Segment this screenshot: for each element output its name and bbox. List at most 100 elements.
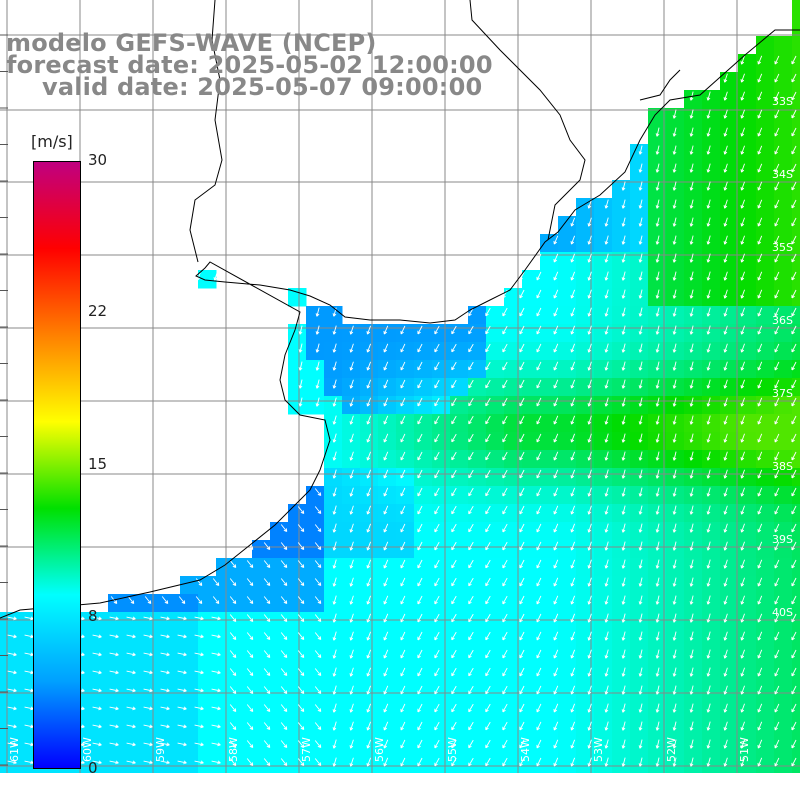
wind-arrow <box>178 596 186 604</box>
speed-cell <box>522 450 541 469</box>
speed-cell <box>306 360 325 379</box>
wind-arrow <box>177 634 187 639</box>
speed-cell <box>612 324 631 343</box>
wind-arrow <box>757 343 763 353</box>
wind-arrow <box>774 559 780 569</box>
wind-arrow <box>383 415 389 425</box>
wind-arrow <box>7 724 17 729</box>
speed-cell <box>126 738 145 757</box>
wind-arrow <box>349 739 354 749</box>
wind-arrow <box>297 704 305 712</box>
wind-arrow <box>723 109 728 119</box>
speed-cell <box>738 360 757 379</box>
wind-arrow <box>689 703 694 713</box>
wind-arrow <box>689 217 694 227</box>
speed-cell <box>414 432 433 451</box>
speed-cell <box>792 0 800 19</box>
wind-arrow <box>553 613 559 623</box>
speed-cell <box>486 504 505 523</box>
speed-cell <box>360 468 379 487</box>
speed-cell <box>720 180 739 199</box>
speed-cell <box>360 630 379 649</box>
speed-cell <box>594 378 613 397</box>
wind-arrow <box>672 271 677 281</box>
speed-cell <box>180 666 199 685</box>
speed-cell <box>720 396 739 415</box>
coastline <box>0 29 800 619</box>
wind-arrow <box>587 595 592 605</box>
wind-arrow <box>757 199 763 209</box>
wind-arrow <box>740 361 745 371</box>
speed-cell <box>486 468 505 487</box>
wind-arrow <box>451 523 457 533</box>
wind-arrow <box>740 469 745 479</box>
speed-cell <box>360 738 379 757</box>
speed-cell <box>540 522 559 541</box>
wind-arrow <box>757 757 763 767</box>
wind-arrow <box>791 721 797 731</box>
speed-cell <box>774 504 793 523</box>
wind-arrow <box>672 613 677 623</box>
speed-cell <box>702 306 721 325</box>
speed-cell <box>702 180 721 199</box>
wind-arrow <box>706 541 711 551</box>
speed-cell <box>702 108 721 127</box>
wind-arrow <box>314 650 322 658</box>
wind-arrow <box>161 596 169 604</box>
wind-arrow <box>502 703 508 713</box>
wind-arrow <box>211 688 221 693</box>
wind-arrow <box>757 271 763 281</box>
wind-arrow <box>383 379 389 389</box>
wind-arrow <box>570 343 576 353</box>
speed-cell <box>486 486 505 505</box>
wind-arrow <box>672 487 677 497</box>
wind-arrow <box>485 523 491 533</box>
wind-arrow <box>706 739 711 749</box>
wind-arrow <box>485 325 491 335</box>
speed-cell <box>738 558 757 577</box>
speed-cell <box>468 612 487 631</box>
speed-cell <box>792 306 800 325</box>
wind-arrow <box>160 688 170 693</box>
wind-arrow <box>177 652 187 657</box>
speed-cell <box>594 342 613 361</box>
wind-arrow <box>655 523 660 533</box>
wind-arrow <box>604 721 609 731</box>
speed-cell <box>108 648 127 667</box>
speed-cell <box>594 288 613 307</box>
wind-arrow <box>126 670 136 675</box>
wind-arrow <box>791 397 797 407</box>
speed-cell <box>702 738 721 757</box>
wind-arrow <box>655 343 660 353</box>
speed-cell <box>702 252 721 271</box>
speed-cell <box>612 198 631 217</box>
wind-arrow <box>400 703 406 713</box>
speed-cell <box>360 702 379 721</box>
wind-arrow <box>143 634 153 639</box>
speed-cell <box>576 216 595 235</box>
speed-cell <box>792 162 800 181</box>
wind-arrow <box>536 541 542 551</box>
wind-arrow <box>451 541 457 551</box>
speed-cell <box>792 108 800 127</box>
speed-cell <box>108 720 127 739</box>
speed-cell <box>684 702 703 721</box>
wind-arrow <box>502 721 508 731</box>
wind-arrow <box>672 289 677 299</box>
speed-cell <box>486 360 505 379</box>
wind-arrow <box>519 415 525 425</box>
wind-arrow <box>417 541 423 551</box>
wind-arrow <box>774 379 780 389</box>
wind-arrow <box>246 650 254 658</box>
wind-arrow <box>706 757 711 767</box>
wind-arrow <box>570 325 576 335</box>
speed-cell <box>738 90 757 109</box>
wind-arrow <box>621 181 626 191</box>
speed-cell <box>720 414 739 433</box>
speed-cell <box>270 576 289 595</box>
wind-arrow <box>621 757 626 767</box>
wind-arrow <box>604 595 609 605</box>
wind-arrow <box>263 596 271 604</box>
speed-cell <box>468 648 487 667</box>
wind-arrow <box>349 415 354 425</box>
